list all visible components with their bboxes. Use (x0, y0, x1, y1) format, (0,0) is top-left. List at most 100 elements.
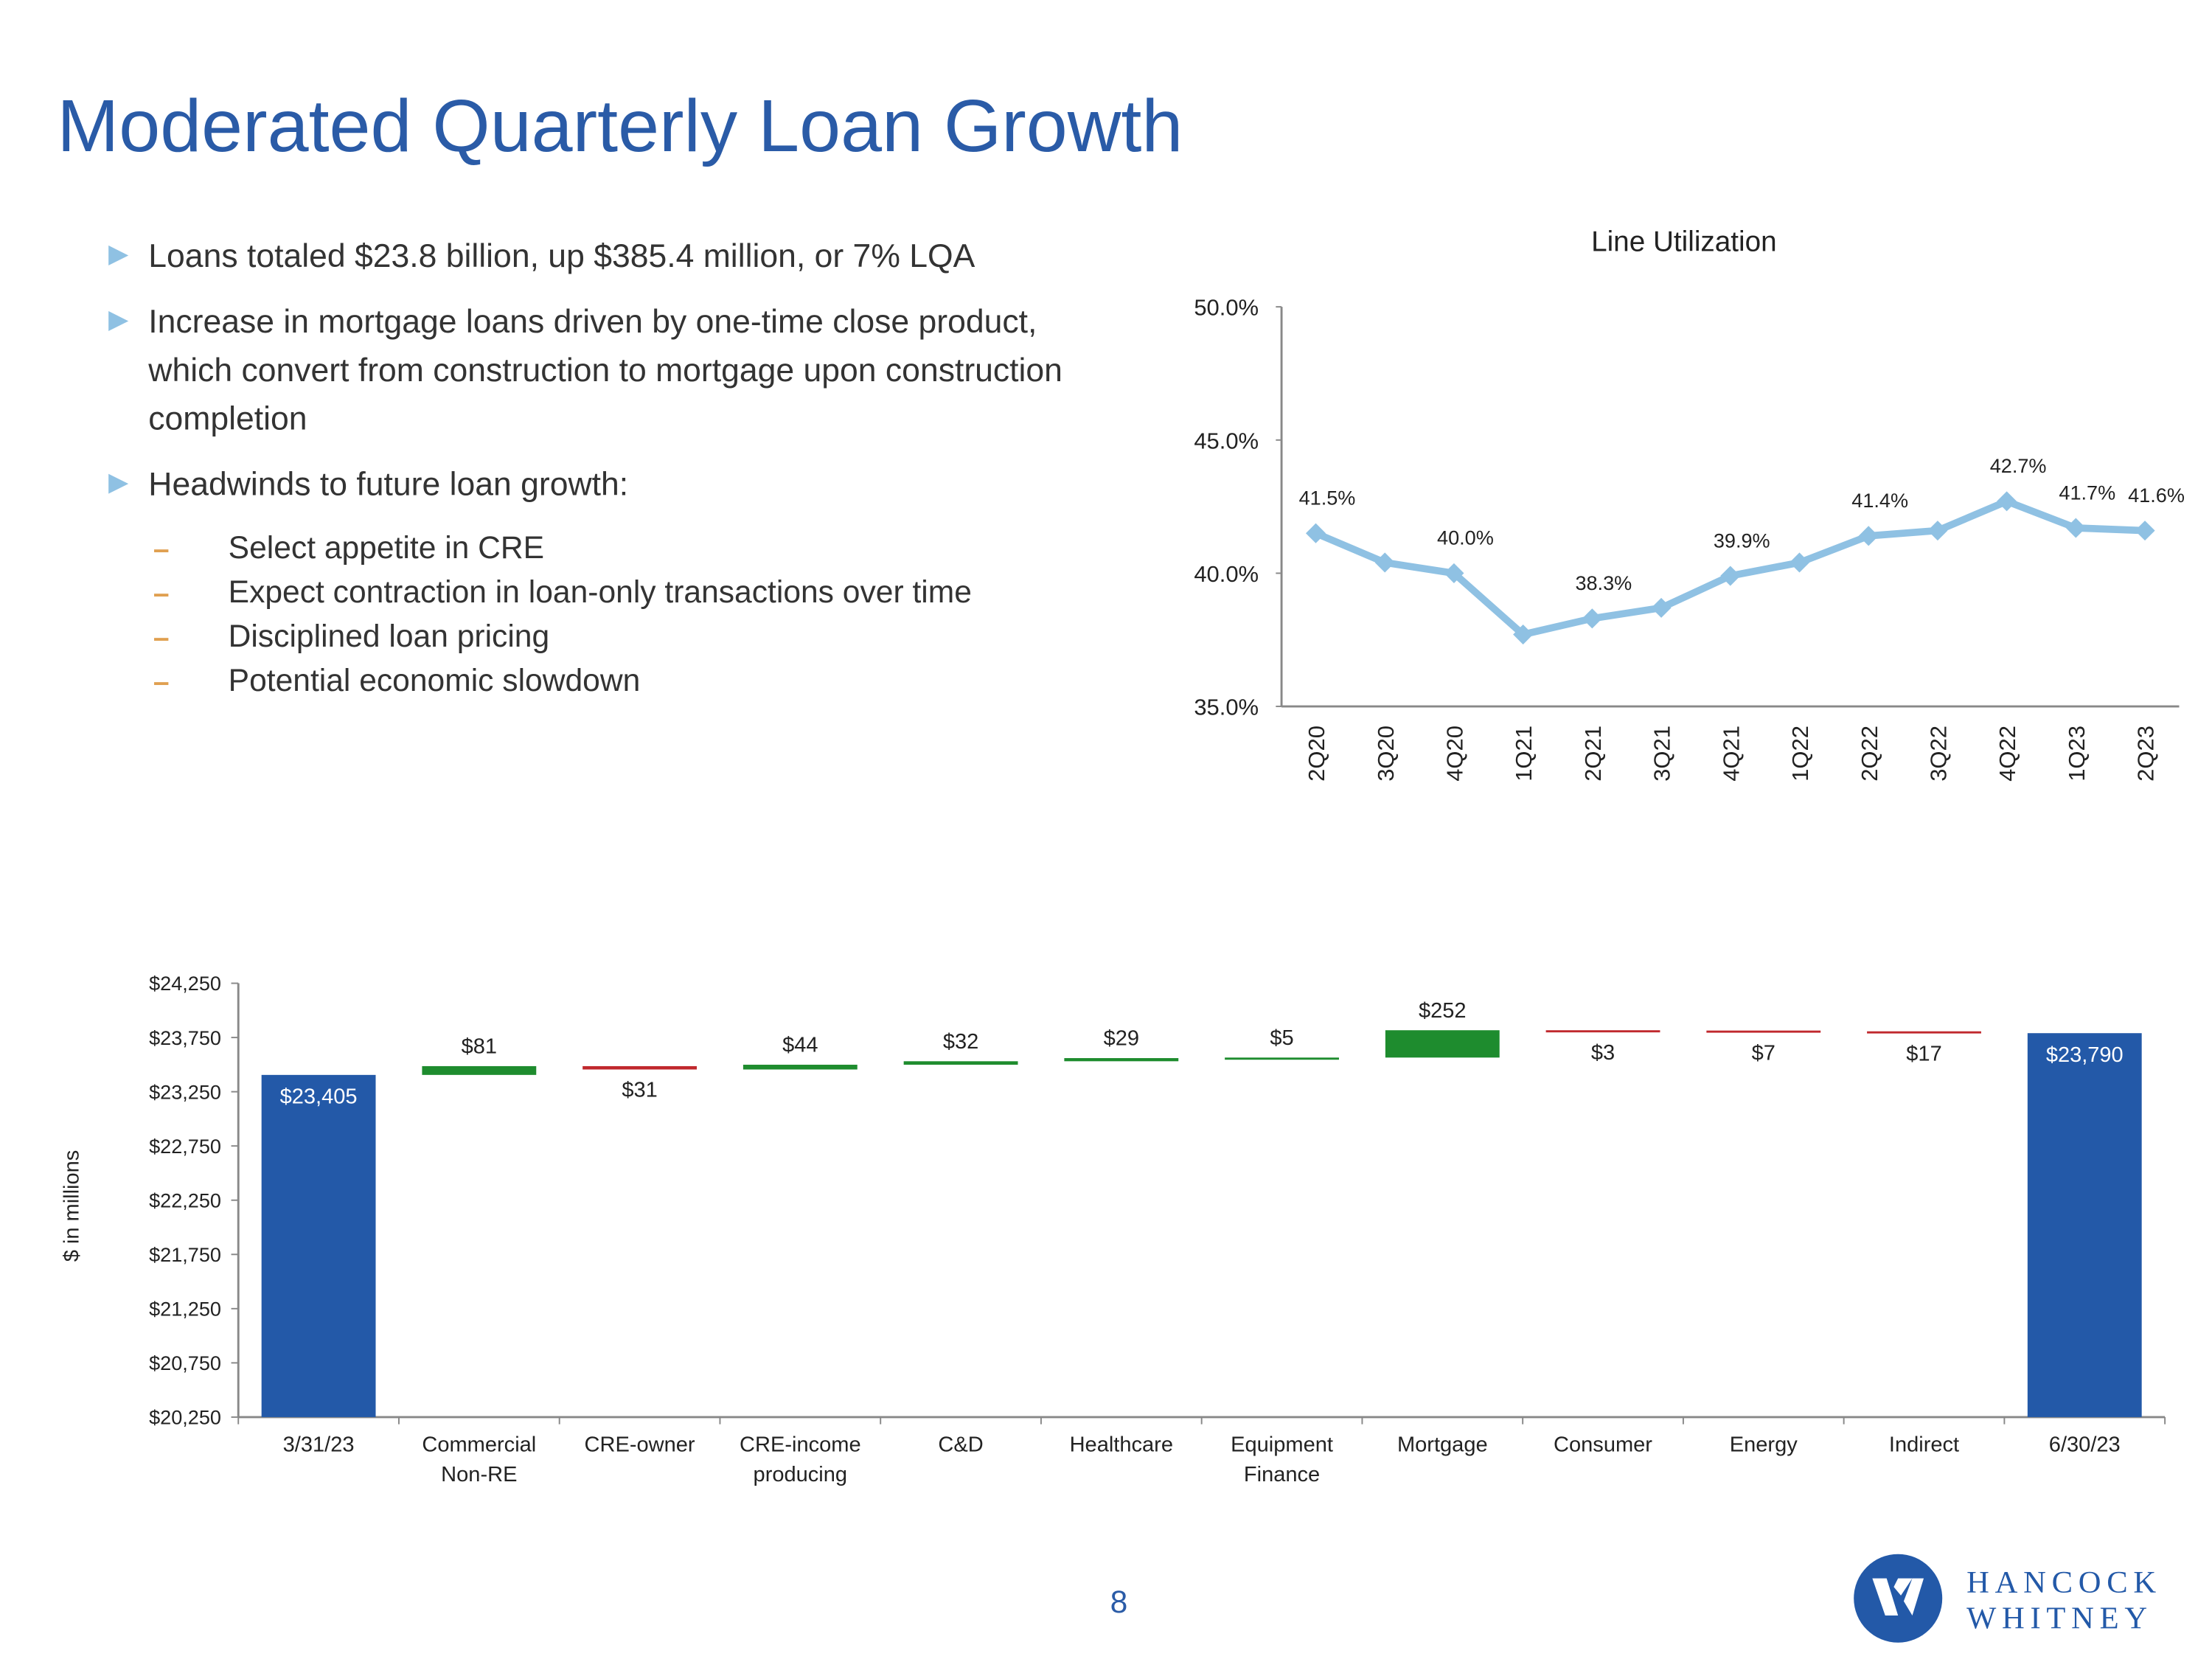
marker (1789, 552, 1810, 573)
y-tick-label: $24,250 (149, 972, 221, 995)
data-label: $44 (782, 1034, 818, 1057)
data-label: $3 (1591, 1041, 1615, 1065)
x-tick-label-box: Energy (1729, 1433, 1798, 1458)
x-tick-label: 2Q23 (2133, 726, 2159, 782)
bullets: Loans totaled $23.8 billion, up $385.4 m… (108, 232, 1107, 703)
x-tick-label-box: C&D (938, 1433, 984, 1458)
x-tick-label: 1Q21 (1511, 726, 1537, 782)
x-tick-label-box: Mortgage (1397, 1433, 1488, 1458)
x-tick-label: Indirect (1888, 1433, 1960, 1458)
chart-title: Line Utilization (1591, 226, 1777, 258)
logo-glyph (1872, 1578, 1924, 1615)
y-tick-label: $20,250 (149, 1406, 221, 1429)
x-tick-label: Equipment Finance (1231, 1433, 1333, 1487)
marker (1582, 608, 1602, 629)
bullet: Headwinds to future loan growth: (108, 459, 1107, 508)
marker (1444, 563, 1464, 583)
data-label: $23,405 (280, 1085, 358, 1109)
data-label: 41.5% (1299, 487, 1356, 509)
sub-bullet: Potential economic slowdown (108, 658, 1107, 702)
bar (1225, 1057, 1339, 1060)
x-tick-label: 3Q20 (1373, 726, 1399, 782)
logo-mark (1854, 1554, 1943, 1643)
x-tick-label: Mortgage (1397, 1433, 1488, 1458)
marker (1720, 566, 1741, 586)
x-tick-label-box: Healthcare (1069, 1433, 1173, 1458)
logo-text: WHITNEY (1966, 1601, 2153, 1635)
y-tick-label: $20,750 (149, 1352, 221, 1374)
bullet: Loans totaled $23.8 billion, up $385.4 m… (108, 232, 1107, 280)
bar (261, 1074, 376, 1417)
data-label: 41.7% (2059, 481, 2115, 504)
bar (1706, 1030, 1821, 1033)
marker (1997, 491, 2017, 512)
data-label: 41.4% (1851, 489, 1908, 512)
bar (1867, 1031, 1981, 1034)
data-label: 40.0% (1437, 526, 1494, 549)
bar (422, 1065, 537, 1075)
marker (1858, 526, 1879, 546)
y-tick-label: 50.0% (1194, 295, 1259, 321)
bullet-list: Loans totaled $23.8 billion, up $385.4 m… (108, 232, 1107, 703)
x-tick-label-box: Indirect (1888, 1433, 1960, 1458)
x-tick-label-box: CRE-owner (584, 1433, 695, 1458)
marker (2065, 518, 2086, 538)
y-tick-label: $21,750 (149, 1243, 221, 1266)
x-tick-label: Consumer (1554, 1433, 1652, 1458)
marker (1927, 521, 1948, 541)
y-tick-label: 35.0% (1194, 695, 1259, 720)
x-tick-label: 3Q22 (1926, 726, 1952, 782)
data-label: $23,790 (2046, 1043, 2124, 1067)
logo-text: HANCOCK (1966, 1565, 2162, 1600)
x-tick-label: 1Q22 (1787, 726, 1813, 782)
logo: HANCOCK WHITNEY (1854, 1554, 2162, 1643)
x-tick-label: 2Q22 (1857, 726, 1882, 782)
x-tick-label: 3Q21 (1649, 726, 1675, 782)
slide-title: Moderated Quarterly Loan Growth (57, 85, 1183, 167)
x-tick-label: 4Q20 (1442, 726, 1468, 782)
bar (1385, 1030, 1500, 1058)
data-label: $31 (622, 1078, 657, 1102)
marker (1305, 523, 1326, 543)
x-tick-label: 3/31/23 (282, 1433, 355, 1458)
y-tick-label: $22,250 (149, 1189, 221, 1211)
x-tick-label-box: Commercial Non-RE (422, 1433, 537, 1487)
data-label: $29 (1104, 1027, 1139, 1051)
x-tick-label: Healthcare (1069, 1433, 1173, 1458)
x-tick-label-box: 3/31/23 (282, 1433, 355, 1458)
data-label: 39.9% (1714, 529, 1770, 552)
x-tick-label: Energy (1729, 1433, 1798, 1458)
data-label: 38.3% (1575, 571, 1632, 594)
x-tick-label: 4Q21 (1718, 726, 1744, 782)
y-axis-label: $ in millions (60, 1150, 83, 1262)
marker (2135, 521, 2155, 541)
bar (1064, 1058, 1179, 1062)
bar (903, 1061, 1018, 1065)
bullet: Increase in mortgage loans driven by one… (108, 297, 1107, 442)
x-tick-label: CRE-owner (584, 1433, 695, 1458)
x-tick-label-box: Consumer (1554, 1433, 1652, 1458)
data-label: $32 (943, 1030, 978, 1054)
y-tick-label: $23,250 (149, 1080, 221, 1103)
bar (2027, 1033, 2142, 1417)
x-tick-label: C&D (938, 1433, 984, 1458)
data-label: 42.7% (1990, 454, 2047, 477)
x-tick-label: 6/30/23 (2048, 1433, 2121, 1458)
data-label: $252 (1419, 999, 1467, 1023)
y-tick-label: 40.0% (1194, 561, 1259, 587)
y-tick-label: $22,750 (149, 1135, 221, 1158)
x-tick-label: 4Q22 (1994, 726, 2020, 782)
marker (1374, 552, 1395, 573)
sub-bullet: Select appetite in CRE (108, 525, 1107, 569)
y-tick-label: $21,250 (149, 1298, 221, 1321)
x-tick-label: 1Q23 (2064, 726, 2090, 782)
x-tick-label-box: CRE-income producing (740, 1433, 861, 1487)
x-tick-label: 2Q20 (1304, 726, 1329, 782)
x-tick-label: Commercial Non-RE (422, 1433, 537, 1487)
bar (1545, 1030, 1660, 1033)
data-label: $81 (462, 1035, 497, 1059)
bar (582, 1065, 697, 1070)
data-label: $7 (1752, 1041, 1775, 1065)
